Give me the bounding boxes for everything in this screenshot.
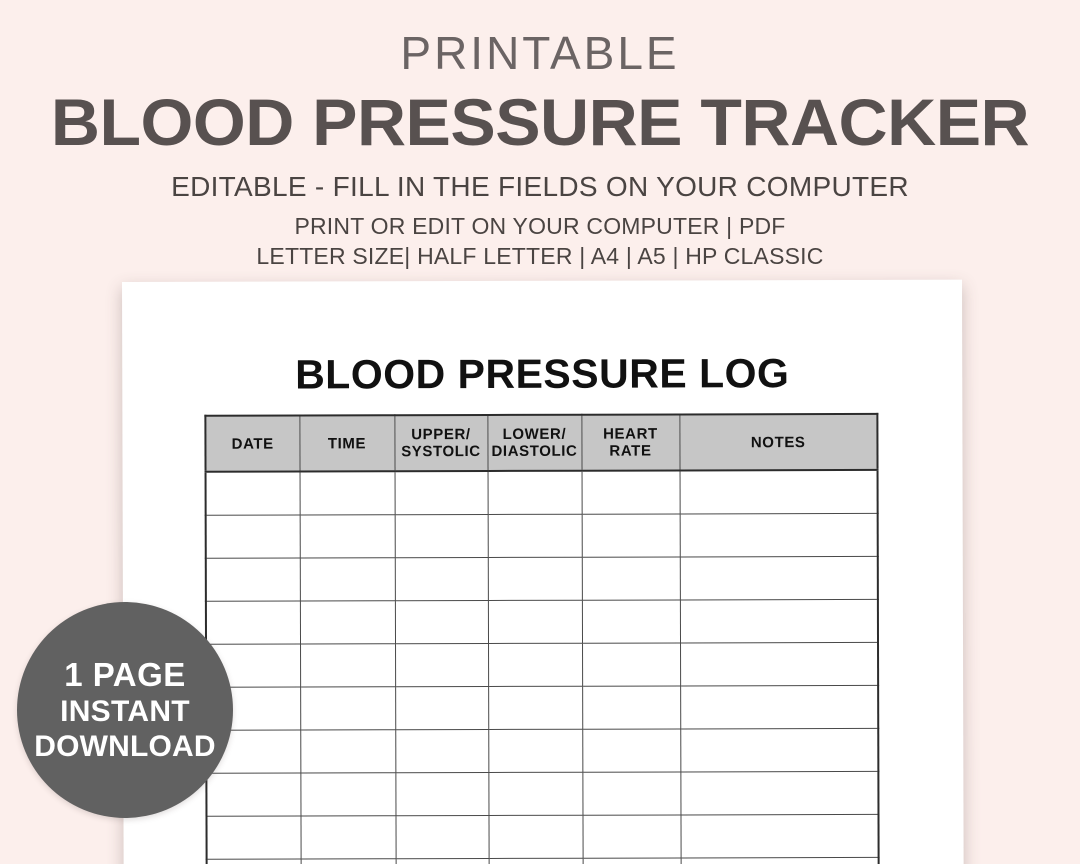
log-cell-upper_systolic[interactable] bbox=[395, 643, 489, 687]
log-cell-heart_rate[interactable] bbox=[581, 599, 681, 644]
table-row bbox=[206, 728, 879, 774]
log-cell-time[interactable] bbox=[300, 858, 396, 864]
log-cell-lower_diastolic[interactable] bbox=[488, 815, 583, 859]
log-cell-lower_diastolic[interactable] bbox=[487, 470, 582, 515]
log-cell-time[interactable] bbox=[299, 600, 396, 645]
log-cell-heart_rate[interactable] bbox=[582, 642, 681, 687]
log-cell-date[interactable] bbox=[205, 601, 301, 645]
log-cell-time[interactable] bbox=[299, 557, 395, 602]
log-cell-upper_systolic[interactable] bbox=[395, 686, 489, 730]
log-cell-heart_rate[interactable] bbox=[582, 857, 681, 864]
log-cell-heart_rate[interactable] bbox=[581, 470, 680, 515]
column-header-notes: NOTES bbox=[679, 413, 878, 471]
log-cell-lower_diastolic[interactable] bbox=[487, 514, 582, 558]
log-cell-notes[interactable] bbox=[680, 814, 879, 858]
log-cell-heart_rate[interactable] bbox=[581, 556, 680, 601]
log-cell-notes[interactable] bbox=[679, 469, 878, 514]
log-cell-notes[interactable] bbox=[679, 513, 878, 557]
log-cell-upper_systolic[interactable] bbox=[395, 729, 489, 773]
log-cell-upper_systolic[interactable] bbox=[395, 815, 489, 859]
log-title: BLOOD PRESSURE LOG bbox=[295, 350, 790, 398]
table-row bbox=[206, 771, 879, 817]
table-row bbox=[205, 556, 878, 602]
column-header-upper-line2: SYSTOLIC bbox=[401, 442, 481, 461]
log-cell-date[interactable] bbox=[206, 816, 301, 860]
log-cell-upper_systolic[interactable] bbox=[395, 858, 489, 864]
table-row bbox=[205, 599, 879, 645]
table-row bbox=[206, 857, 879, 864]
column-header-lower-diastolic: LOWER/ DIASTOLIC bbox=[487, 414, 582, 471]
log-cell-date[interactable] bbox=[206, 859, 301, 864]
header-subtitle-sizes: LETTER SIZE| HALF LETTER | A4 | A5 | HP … bbox=[256, 243, 824, 269]
log-cell-upper_systolic[interactable] bbox=[394, 514, 488, 558]
header-eyebrow: PRINTABLE bbox=[400, 27, 680, 79]
promo-header: PRINTABLE BLOOD PRESSURE TRACKER EDITABL… bbox=[0, 0, 1080, 271]
log-cell-notes[interactable] bbox=[679, 556, 878, 600]
badge-line-page-count: 1 PAGE bbox=[64, 656, 186, 693]
column-header-upper-line1: UPPER/ bbox=[411, 426, 471, 444]
badge-line-instant: INSTANT bbox=[60, 695, 190, 728]
log-cell-upper_systolic[interactable] bbox=[395, 772, 489, 816]
log-cell-time[interactable] bbox=[300, 686, 396, 731]
table-body bbox=[205, 469, 879, 864]
log-cell-notes[interactable] bbox=[679, 599, 879, 643]
log-cell-heart_rate[interactable] bbox=[582, 685, 681, 730]
log-cell-date[interactable] bbox=[206, 773, 301, 817]
column-header-date-label: DATE bbox=[231, 435, 274, 453]
log-cell-time[interactable] bbox=[300, 815, 396, 860]
log-cell-date[interactable] bbox=[205, 515, 300, 559]
table-row bbox=[206, 685, 879, 731]
log-cell-notes[interactable] bbox=[680, 771, 879, 815]
log-cell-time[interactable] bbox=[300, 643, 396, 688]
header-subtitle-format: PRINT OR EDIT ON YOUR COMPUTER | PDF bbox=[294, 213, 786, 239]
log-cell-time[interactable] bbox=[300, 729, 396, 774]
column-header-date: DATE bbox=[205, 415, 300, 472]
column-header-heart-line1: HEART bbox=[603, 425, 658, 443]
column-header-time-label: TIME bbox=[327, 434, 367, 452]
log-cell-notes[interactable] bbox=[680, 642, 879, 686]
log-cell-upper_systolic[interactable] bbox=[394, 470, 488, 515]
log-cell-lower_diastolic[interactable] bbox=[487, 600, 583, 644]
log-cell-lower_diastolic[interactable] bbox=[488, 686, 583, 730]
log-cell-lower_diastolic[interactable] bbox=[488, 643, 583, 687]
log-cell-time[interactable] bbox=[300, 772, 396, 817]
column-header-upper-systolic: UPPER/ SYSTOLIC bbox=[394, 414, 488, 472]
log-cell-date[interactable] bbox=[205, 471, 300, 516]
log-cell-notes[interactable] bbox=[680, 685, 879, 729]
table-row bbox=[205, 513, 878, 559]
table-header-row: DATE TIME UPPER/ SYSTOLIC LOWER/ DIASTOL… bbox=[205, 413, 878, 472]
log-cell-lower_diastolic[interactable] bbox=[488, 772, 583, 816]
column-header-time: TIME bbox=[299, 415, 395, 472]
log-cell-lower_diastolic[interactable] bbox=[487, 557, 582, 601]
log-cell-heart_rate[interactable] bbox=[581, 513, 680, 558]
log-cell-heart_rate[interactable] bbox=[582, 814, 681, 859]
column-header-heart-rate: HEART RATE bbox=[581, 414, 680, 471]
instant-download-badge: 1 PAGE INSTANT DOWNLOAD bbox=[17, 602, 233, 818]
column-header-lower-line2: DIASTOLIC bbox=[491, 442, 578, 460]
log-cell-heart_rate[interactable] bbox=[582, 771, 681, 816]
log-cell-heart_rate[interactable] bbox=[582, 728, 681, 773]
table-header: DATE TIME UPPER/ SYSTOLIC LOWER/ DIASTOL… bbox=[205, 413, 878, 472]
log-cell-date[interactable] bbox=[205, 558, 300, 602]
log-cell-upper_systolic[interactable] bbox=[394, 557, 488, 601]
log-cell-time[interactable] bbox=[299, 514, 395, 559]
printable-page: BLOOD PRESSURE LOG DATE TIME UPPER/ SYST… bbox=[122, 279, 964, 864]
header-subtitle-editable: EDITABLE - FILL IN THE FIELDS ON YOUR CO… bbox=[171, 171, 909, 202]
log-cell-lower_diastolic[interactable] bbox=[488, 729, 583, 773]
log-cell-notes[interactable] bbox=[680, 728, 879, 772]
log-cell-lower_diastolic[interactable] bbox=[488, 858, 583, 864]
column-header-heart-line2: RATE bbox=[609, 442, 652, 460]
column-header-lower-line1: LOWER/ bbox=[502, 425, 567, 443]
badge-line-download: DOWNLOAD bbox=[34, 730, 216, 763]
page-title: BLOOD PRESSURE TRACKER bbox=[50, 85, 1030, 159]
table-row bbox=[206, 814, 879, 860]
blood-pressure-log-table: DATE TIME UPPER/ SYSTOLIC LOWER/ DIASTOL… bbox=[204, 412, 880, 864]
table-row bbox=[206, 642, 879, 688]
log-cell-time[interactable] bbox=[299, 471, 395, 516]
table-row bbox=[205, 469, 878, 516]
log-cell-upper_systolic[interactable] bbox=[394, 600, 489, 644]
column-header-notes-label: NOTES bbox=[750, 433, 806, 451]
log-cell-notes[interactable] bbox=[680, 857, 879, 864]
